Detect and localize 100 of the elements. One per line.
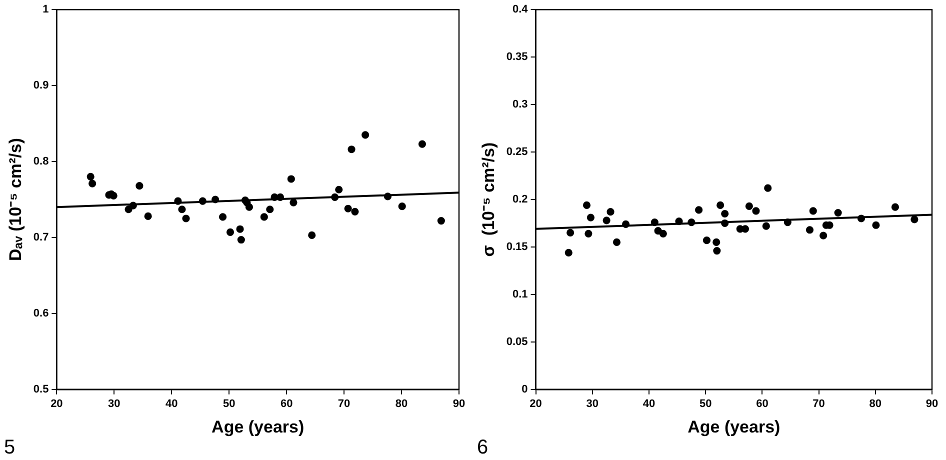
x-tick-label: 80	[869, 398, 882, 410]
point	[752, 207, 760, 215]
point	[695, 206, 703, 214]
y-tick-label: 0.4	[512, 4, 529, 16]
point	[276, 193, 284, 202]
x-tick-label: 40	[642, 398, 656, 410]
x-tick-label: 20	[530, 398, 542, 410]
point	[834, 208, 842, 217]
x-tick-label: 30	[586, 398, 599, 410]
point	[290, 198, 298, 206]
point	[713, 246, 721, 255]
y-tick-label: 0.6	[33, 307, 49, 320]
x-tick-label: 80	[395, 398, 408, 410]
point	[745, 202, 753, 210]
y-tick-label: 0.25	[506, 146, 528, 158]
x-tick-label: 60	[280, 398, 293, 410]
point	[344, 204, 352, 212]
point	[88, 180, 96, 188]
point	[178, 206, 186, 214]
point	[136, 182, 144, 190]
point	[721, 219, 729, 228]
point	[182, 214, 190, 222]
y-axis-title: Dₐᵥ (10⁻⁵ cm²/s)	[6, 138, 25, 261]
point	[226, 228, 234, 236]
point	[129, 202, 137, 210]
y-tick-label: 0.3	[512, 98, 528, 111]
point	[584, 230, 592, 238]
y-axis-title: σ (10⁻⁵ cm²/s)	[478, 142, 498, 257]
point	[809, 207, 817, 215]
point	[362, 131, 370, 139]
point	[308, 231, 316, 239]
point	[566, 228, 574, 237]
x-tick-label: 50	[699, 398, 712, 410]
y-tick-label: 0.05	[506, 336, 528, 348]
y-tick-label: 0.35	[506, 51, 528, 64]
y-tick-label: 0.8	[33, 156, 49, 168]
point	[806, 226, 814, 234]
point	[212, 196, 220, 204]
point	[659, 230, 667, 238]
y-tick-label: 0.15	[506, 241, 528, 254]
point	[260, 213, 268, 221]
point	[266, 206, 274, 214]
point	[702, 236, 711, 244]
text: 6	[477, 436, 488, 459]
point	[910, 216, 918, 224]
text: 5	[4, 436, 16, 459]
point	[348, 146, 356, 154]
point	[650, 218, 658, 226]
x-tick-label: 50	[222, 398, 236, 410]
point	[716, 201, 724, 209]
point	[891, 203, 900, 211]
point	[602, 216, 610, 224]
x-tick-label: 70	[812, 398, 825, 410]
x-tick-label: 90	[452, 398, 466, 410]
point	[218, 213, 227, 221]
point	[174, 197, 182, 205]
point	[784, 218, 792, 226]
point	[872, 221, 880, 229]
point	[198, 197, 206, 205]
point	[586, 214, 595, 222]
point	[418, 140, 426, 148]
point	[331, 193, 339, 202]
point	[237, 236, 245, 244]
y-tick-label: 0	[522, 383, 528, 396]
point	[582, 201, 591, 209]
point	[675, 218, 683, 226]
y-tick-label: 0.2	[512, 194, 528, 206]
x-tick-label: 90	[926, 398, 938, 410]
y-tick-label: 0.9	[33, 80, 49, 92]
point	[437, 216, 445, 225]
point	[764, 184, 772, 192]
y-tick-label: 0.5	[33, 383, 49, 396]
point	[721, 210, 729, 218]
point	[564, 248, 572, 256]
x-tick-label: 20	[50, 398, 63, 410]
point	[762, 222, 770, 230]
point	[622, 220, 630, 228]
point	[144, 212, 152, 220]
point	[612, 238, 621, 246]
x-tick-label: 30	[108, 398, 120, 410]
point	[86, 172, 94, 181]
point	[287, 175, 295, 183]
y-tick-label: 0.1	[512, 288, 528, 300]
x-tick-label: 60	[756, 398, 768, 410]
x-axis-title: Age (years)	[688, 417, 780, 436]
y-tick-label: 1	[42, 4, 49, 16]
point	[688, 218, 696, 226]
point	[384, 192, 392, 200]
point	[398, 202, 406, 210]
x-axis-title: Age (years)	[212, 417, 304, 436]
point	[606, 208, 614, 216]
point	[236, 225, 244, 233]
x-tick-label: 40	[166, 398, 178, 410]
point	[335, 186, 343, 194]
y-tick-label: 0.7	[33, 232, 49, 244]
point	[820, 232, 828, 240]
point	[351, 208, 359, 216]
point	[245, 203, 254, 211]
point	[712, 238, 720, 246]
point	[857, 214, 866, 222]
